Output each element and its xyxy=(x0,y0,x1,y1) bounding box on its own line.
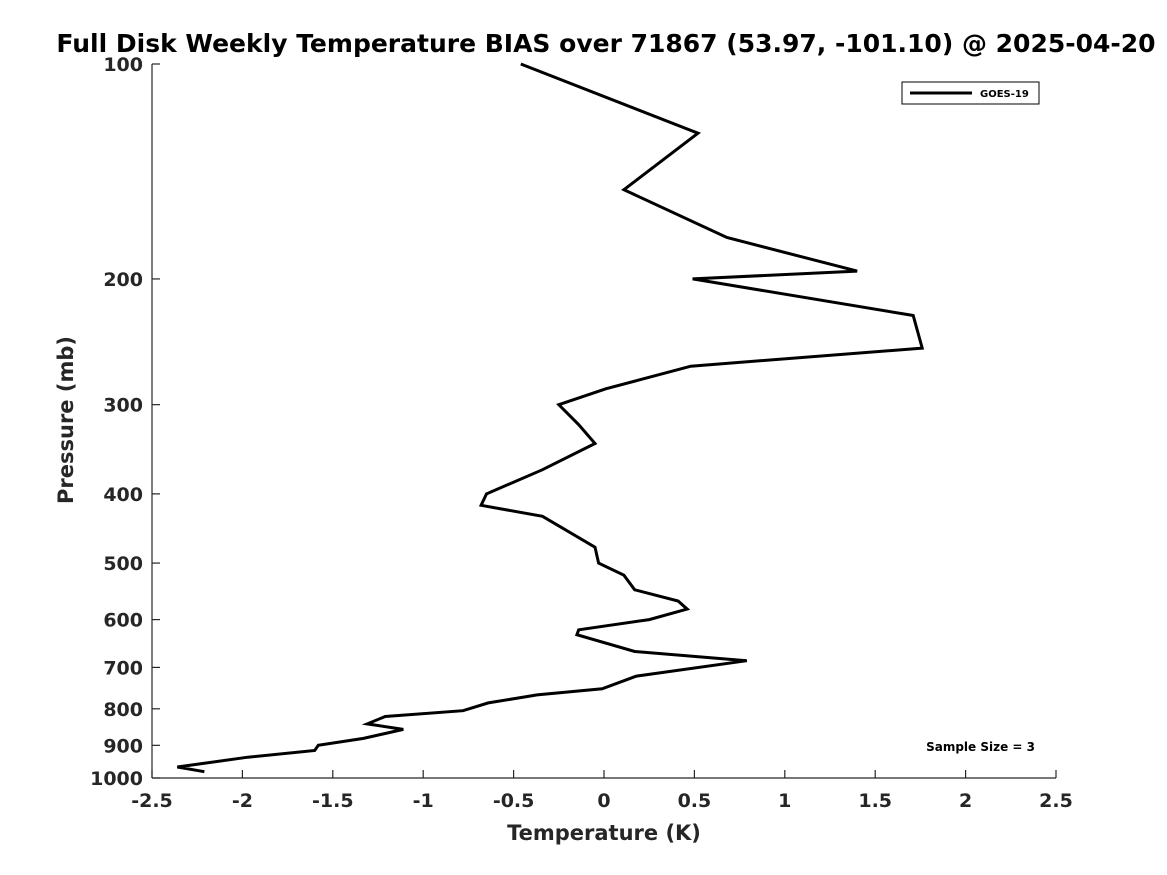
y-tick-label: 200 xyxy=(103,269,143,291)
x-tick-label: 2 xyxy=(959,790,972,812)
y-tick-label: 100 xyxy=(103,54,143,76)
x-tick-label: 2.5 xyxy=(1039,790,1073,812)
x-tick-label: 0 xyxy=(597,790,610,812)
x-tick-label: -0.5 xyxy=(493,790,535,812)
x-tick-label: -1 xyxy=(413,790,434,812)
series-layer xyxy=(177,62,925,774)
x-tick-label: 1 xyxy=(778,790,791,812)
sample-size-annotation: Sample Size = 3 xyxy=(926,740,1035,754)
y-tick-label: 900 xyxy=(103,735,143,757)
x-axis: -2.5 -2 -1.5 -1 -0.5 0 0.5 1 1.5 2 2.5 xyxy=(131,770,1073,812)
y-tick-label: 600 xyxy=(103,610,143,632)
x-tick-label: -2 xyxy=(232,790,253,812)
x-tick-label: 0.5 xyxy=(678,790,712,812)
x-tick-label: -2.5 xyxy=(131,790,173,812)
y-tick-label: 1000 xyxy=(90,768,143,790)
y-axis-label: Pressure (mb) xyxy=(54,336,78,504)
plot-area xyxy=(152,64,1056,778)
series-line-goes-19 xyxy=(177,62,925,774)
y-tick-label: 700 xyxy=(103,657,143,679)
y-tick-label: 800 xyxy=(103,699,143,721)
y-tick-label: 400 xyxy=(103,484,143,506)
legend: GOES-19 xyxy=(901,81,1040,105)
y-tick-label: 500 xyxy=(103,553,143,575)
legend-label-goes-19: GOES-19 xyxy=(980,89,1029,100)
y-axis: 100 200 300 400 500 600 700 800 900 1000 xyxy=(90,54,160,790)
chart-title: Full Disk Weekly Temperature BIAS over 7… xyxy=(56,29,1155,58)
x-tick-label: -1.5 xyxy=(312,790,354,812)
x-tick-label: 1.5 xyxy=(858,790,892,812)
y-tick-label: 300 xyxy=(103,395,143,417)
x-axis-label: Temperature (K) xyxy=(507,821,701,845)
